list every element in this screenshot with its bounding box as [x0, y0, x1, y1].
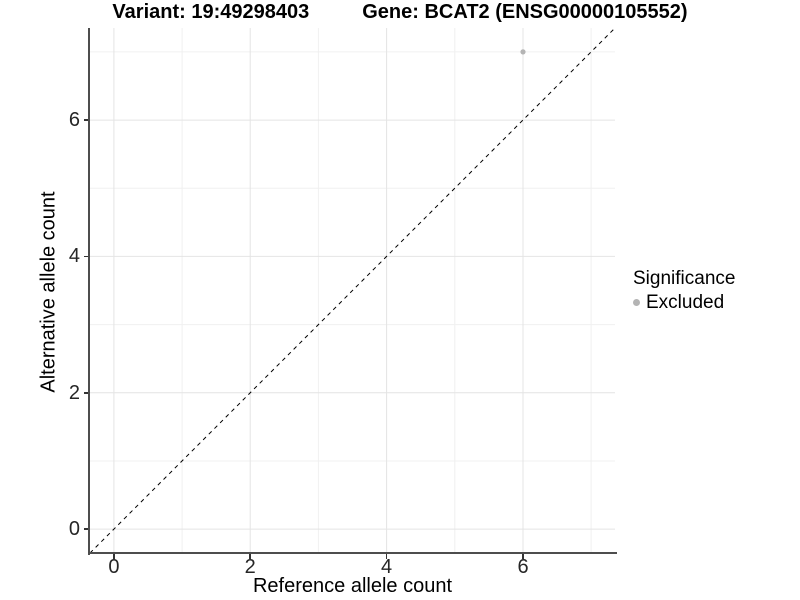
minor-gridlines-vertical [181, 28, 592, 553]
y-tick-4 [83, 255, 88, 258]
x-tick-label: 4 [381, 556, 393, 578]
y-tick-label: 4 [68, 245, 80, 268]
plot-canvas [90, 28, 615, 553]
identity-line [90, 28, 615, 553]
plot-title: Variant: 19:49298403 Gene: BCAT2 (ENSG00… [0, 0, 800, 24]
minor-gridlines-horizontal [90, 51, 615, 462]
x-tick-2 [249, 554, 251, 559]
x-tick-6 [522, 554, 524, 559]
plot-title-variant: Variant: 19:49298403 [112, 1, 310, 23]
x-tick-4 [385, 554, 388, 559]
plot-panel [90, 28, 615, 553]
y-tick-label: 0 [68, 518, 80, 541]
data-point-excluded [520, 49, 526, 55]
y-tick-2 [83, 392, 88, 394]
legend-title: Significance [633, 268, 736, 289]
major-gridlines-vertical [113, 28, 524, 553]
x-axis-line [88, 552, 617, 554]
x-tick-label: 0 [108, 556, 120, 578]
y-tick-label: 2 [68, 381, 80, 404]
y-tick-0 [83, 528, 88, 530]
legend: Significance Excluded [629, 267, 735, 314]
x-tick-0 [113, 554, 115, 559]
y-axis-line [88, 28, 90, 555]
y-tick-label: 6 [68, 109, 80, 132]
legend-item-excluded: Excluded [629, 291, 735, 314]
legend-item-label: Excluded [646, 292, 725, 313]
x-tick-label: 2 [244, 556, 256, 578]
x-axis-title: Reference allele count [252, 575, 452, 597]
excluded-marker-icon [633, 299, 640, 306]
x-tick-label: 6 [517, 556, 529, 578]
major-gridlines-horizontal [90, 119, 615, 530]
y-axis-title: Alternative allele count [37, 191, 60, 393]
y-tick-6 [83, 119, 88, 121]
plot-title-gene: Gene: BCAT2 (ENSG00000105552) [362, 1, 688, 23]
